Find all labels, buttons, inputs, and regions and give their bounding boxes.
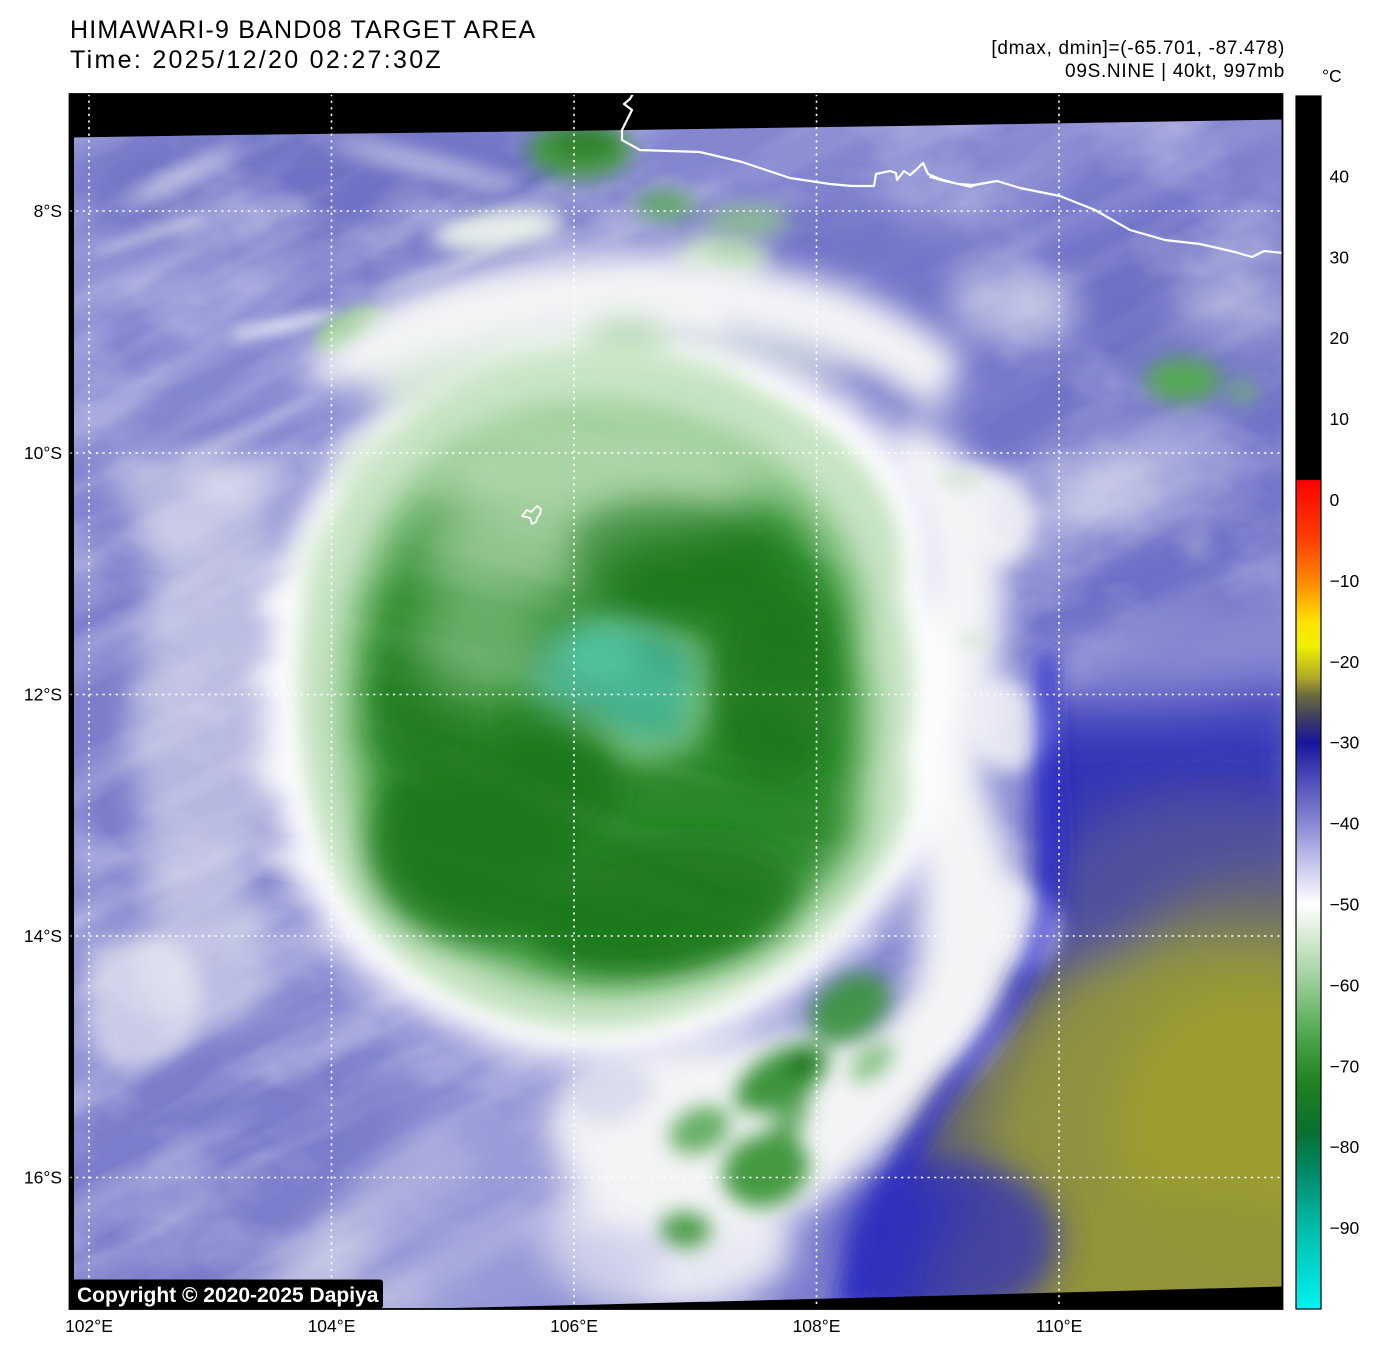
svg-text:−60: −60 — [1330, 975, 1360, 995]
svg-text:°C: °C — [1322, 66, 1342, 86]
svg-text:16°S: 16°S — [24, 1168, 62, 1188]
svg-text:Time: 2025/12/20 02:27:30Z: Time: 2025/12/20 02:27:30Z — [70, 46, 443, 74]
svg-text:40: 40 — [1330, 166, 1350, 186]
svg-text:HIMAWARI-9 BAND08 TARGET AREA: HIMAWARI-9 BAND08 TARGET AREA — [70, 16, 536, 44]
svg-text:12°S: 12°S — [24, 685, 62, 705]
svg-text:102°E: 102°E — [65, 1316, 113, 1336]
svg-text:−80: −80 — [1330, 1137, 1360, 1157]
svg-text:−90: −90 — [1330, 1218, 1360, 1238]
svg-text:0: 0 — [1330, 490, 1340, 510]
svg-text:20: 20 — [1330, 328, 1350, 348]
svg-text:[dmax, dmin]=(-65.701, -87.478: [dmax, dmin]=(-65.701, -87.478) — [991, 38, 1285, 59]
svg-text:−50: −50 — [1330, 895, 1360, 915]
svg-text:−30: −30 — [1330, 733, 1360, 753]
svg-text:14°S: 14°S — [24, 926, 62, 946]
svg-text:108°E: 108°E — [793, 1316, 841, 1336]
svg-text:10: 10 — [1330, 409, 1350, 429]
svg-text:30: 30 — [1330, 247, 1350, 267]
svg-text:−10: −10 — [1330, 571, 1360, 591]
svg-text:106°E: 106°E — [550, 1316, 598, 1336]
svg-text:104°E: 104°E — [308, 1316, 356, 1336]
svg-text:−20: −20 — [1330, 652, 1360, 672]
svg-text:−70: −70 — [1330, 1056, 1360, 1076]
svg-text:110°E: 110°E — [1036, 1316, 1083, 1336]
svg-text:09S.NINE | 40kt, 997mb: 09S.NINE | 40kt, 997mb — [1065, 61, 1285, 82]
svg-text:−40: −40 — [1330, 814, 1360, 834]
svg-text:10°S: 10°S — [24, 443, 62, 463]
svg-text:Copyright © 2020-2025 Dapiya: Copyright © 2020-2025 Dapiya — [77, 1284, 379, 1307]
svg-text:8°S: 8°S — [34, 201, 62, 221]
